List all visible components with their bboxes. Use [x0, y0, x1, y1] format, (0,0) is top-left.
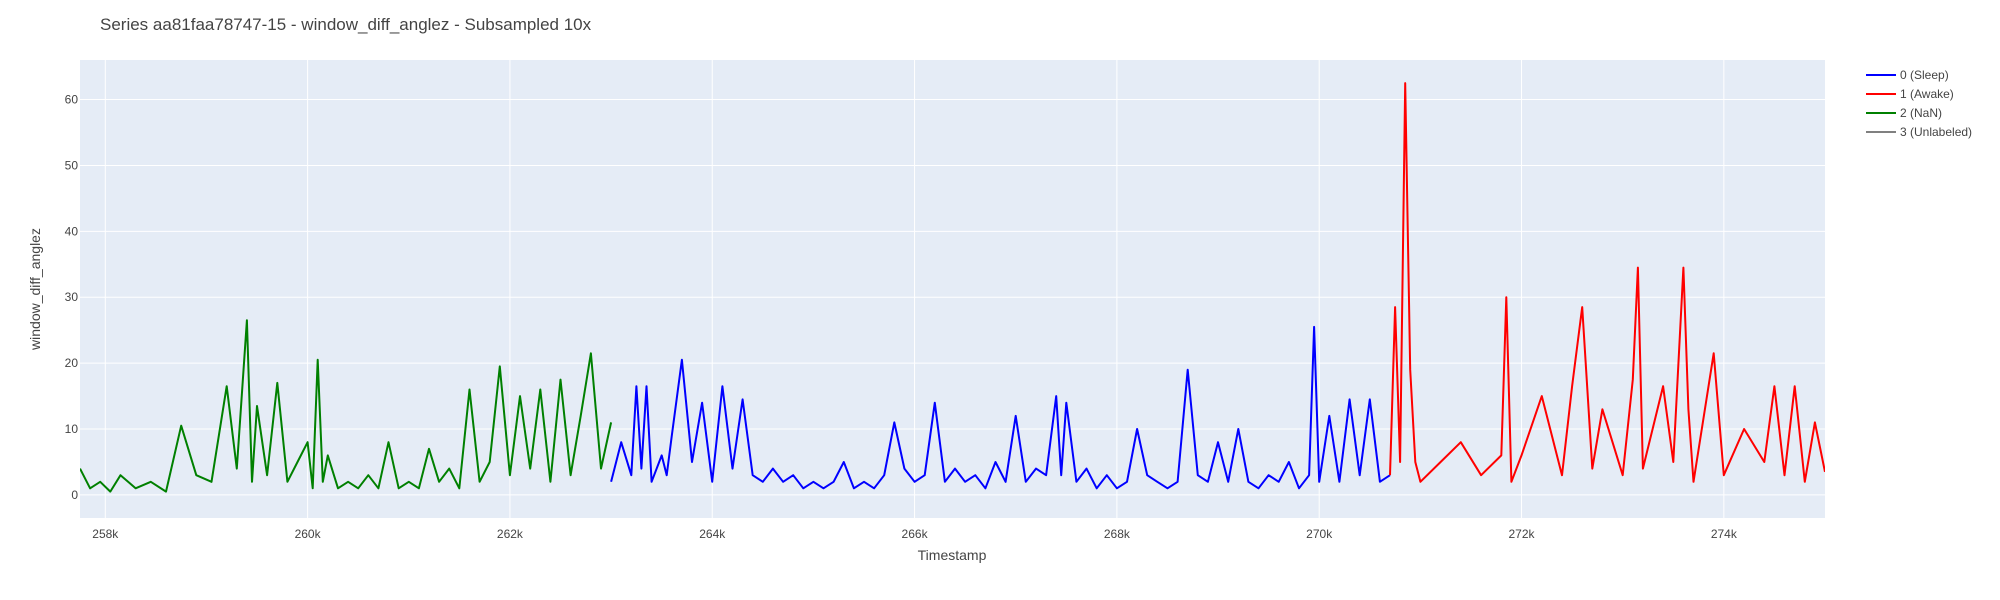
x-tick-label: 274k	[1711, 527, 1738, 541]
x-tick-label: 258k	[92, 527, 119, 541]
series-line-0[interactable]	[610, 325, 1391, 490]
chart-title: Series aa81faa78747-15 - window_diff_ang…	[100, 15, 592, 34]
y-tick-label: 20	[65, 356, 79, 370]
legend-label: 3 (Unlabeled)	[1900, 125, 1972, 139]
plot-area[interactable]	[80, 60, 1825, 518]
x-tick-label: 270k	[1306, 527, 1333, 541]
x-tick-label: 262k	[497, 527, 524, 541]
x-tick-label: 264k	[699, 527, 726, 541]
legend-item[interactable]: 1 (Awake)	[1866, 87, 1954, 101]
x-tick-label: 266k	[902, 527, 929, 541]
y-tick-label: 50	[65, 158, 79, 172]
y-tick-label: 40	[65, 224, 79, 238]
x-tick-label: 268k	[1104, 527, 1131, 541]
y-tick-label: 10	[65, 422, 79, 436]
y-tick-label: 30	[65, 290, 79, 304]
x-tick-label: 260k	[295, 527, 322, 541]
x-axis-title: Timestamp	[918, 547, 987, 563]
legend-label: 2 (NaN)	[1900, 106, 1942, 120]
x-axis-ticks: 258k 260k 262k 264k 266k 268k 270k 272k 274k	[92, 527, 1738, 541]
series-lines[interactable]	[80, 82, 1825, 493]
series-line-2[interactable]	[80, 319, 613, 493]
legend-label: 0 (Sleep)	[1900, 68, 1949, 82]
gridlines	[80, 60, 1825, 518]
y-axis-ticks: 0 10 20 30 40 50 60	[65, 93, 79, 502]
x-tick-label: 272k	[1509, 527, 1536, 541]
legend-item[interactable]: 3 (Unlabeled)	[1866, 125, 1972, 139]
y-tick-label: 0	[71, 488, 78, 502]
legend-item[interactable]: 2 (NaN)	[1866, 106, 1942, 120]
y-tick-label: 60	[65, 93, 79, 107]
legend[interactable]: 0 (Sleep) 1 (Awake) 2 (NaN) 3 (Unlabeled)	[1866, 68, 1972, 139]
legend-item[interactable]: 0 (Sleep)	[1866, 68, 1949, 82]
legend-label: 1 (Awake)	[1900, 87, 1954, 101]
y-axis-title: window_diff_anglez	[27, 228, 43, 351]
series-line-1[interactable]	[1389, 82, 1825, 483]
